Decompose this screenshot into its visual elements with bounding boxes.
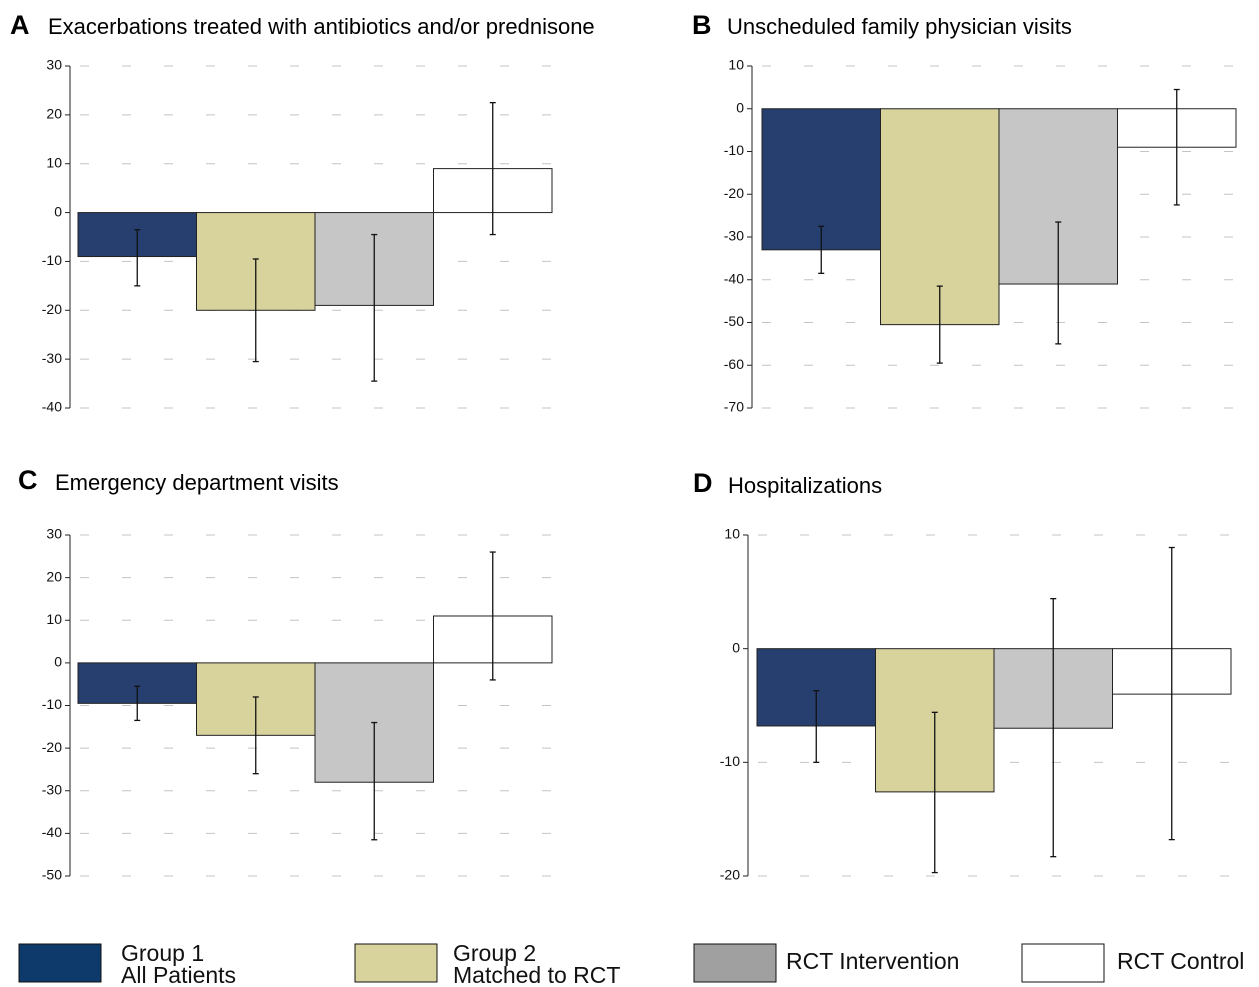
legend-swatch-rct-control — [1021, 943, 1105, 983]
error-bar-c-3 — [371, 721, 378, 841]
legend-swatch-group2 — [354, 943, 438, 983]
y-tick-label: -10 — [724, 142, 744, 158]
chart-panel-c: C Emergency department visits 30 20 10 0 -10 -2… — [18, 465, 553, 883]
legend-item-group2: Group 2 Matched to RCT — [354, 940, 620, 987]
error-bar-d-4 — [1168, 546, 1175, 841]
legend-item-group1: Group 1 All Patients — [18, 940, 236, 987]
error-bar-c-1 — [134, 685, 141, 722]
chart-panel-a: A Exacerbations treated with antibiotics … — [10, 10, 595, 415]
y-tick-label: -20 — [724, 185, 744, 201]
legend-swatch-rct-intervention — [693, 943, 777, 983]
error-bar-d-1 — [813, 690, 820, 763]
y-tick-label: 30 — [46, 57, 62, 73]
y-tick-label: -10 — [720, 753, 740, 769]
legend-label-group2-line2: Matched to RCT — [453, 962, 620, 987]
error-bar-b-4 — [1173, 88, 1180, 206]
y-tick-label: 30 — [46, 526, 62, 542]
y-tick-label: 0 — [54, 203, 62, 219]
y-tick-label: -40 — [724, 270, 744, 286]
y-tick-label: -50 — [724, 313, 744, 329]
y-tick-label: 0 — [732, 639, 740, 655]
legend-label-group2-line1: Group 2 — [453, 940, 536, 966]
panel-title-d: Hospitalizations — [728, 473, 882, 498]
y-tick-label: 20 — [46, 568, 62, 584]
y-tick-label: -10 — [42, 252, 62, 268]
chart-panels: A Exacerbations treated with antibiotics … — [10, 10, 1237, 883]
y-tick-label: -30 — [42, 781, 62, 797]
legend-label-rct-control: RCT Control — [1117, 948, 1244, 974]
error-bar-c-2 — [252, 696, 259, 775]
y-tick-label: -10 — [42, 696, 62, 712]
legend-item-rct-control: RCT Control — [1021, 943, 1244, 983]
y-tick-label: -60 — [724, 356, 744, 372]
legend-label-group1-line1: Group 1 — [121, 940, 204, 966]
y-tick-label: -70 — [724, 399, 744, 415]
y-tick-label: -30 — [724, 228, 744, 244]
panel-title-c: Emergency department visits — [55, 470, 339, 495]
y-tick-label: 10 — [46, 611, 62, 627]
y-tick-label: 10 — [724, 526, 740, 542]
legend-label-rct-intervention: RCT Intervention — [786, 948, 959, 974]
panel-letter-c: C — [18, 465, 38, 495]
chart-panel-b: B Unscheduled family physician visits 10 0 -… — [692, 10, 1237, 415]
legend: Group 1 All Patients Group 2 Matched to … — [18, 940, 1244, 987]
error-bar-a-4 — [489, 101, 496, 236]
y-tick-label: -30 — [42, 350, 62, 366]
error-bar-d-2 — [931, 711, 938, 874]
error-bar-d-3 — [1050, 598, 1057, 858]
y-tick-label: 10 — [728, 57, 744, 73]
y-tick-label: -50 — [42, 867, 62, 883]
y-tick-label: -40 — [42, 824, 62, 840]
error-bar-a-3 — [371, 233, 378, 382]
y-tick-label: 0 — [54, 654, 62, 670]
panel-letter-d: D — [693, 468, 713, 498]
panel-letter-b: B — [692, 10, 712, 40]
y-tick-label: 10 — [46, 154, 62, 170]
error-bar-b-1 — [818, 225, 825, 274]
panel-letter-a: A — [10, 10, 30, 40]
y-tick-label: -40 — [42, 399, 62, 415]
y-tick-label: -20 — [720, 867, 740, 883]
panel-title-b: Unscheduled family physician visits — [727, 14, 1072, 39]
legend-swatch-group1 — [18, 943, 102, 983]
panel-title-a: Exacerbations treated with antibiotics a… — [48, 14, 595, 39]
y-tick-label: 20 — [46, 106, 62, 122]
error-bar-c-4 — [489, 551, 496, 681]
y-tick-label: -20 — [42, 301, 62, 317]
chart-panel-d: D Hospitalizations 10 0 -10 -20 — [693, 468, 1232, 883]
error-bar-b-2 — [936, 285, 943, 364]
error-bar-a-1 — [134, 229, 141, 287]
y-tick-label: -20 — [42, 739, 62, 755]
y-tick-label: 0 — [736, 99, 744, 115]
error-bar-a-2 — [252, 258, 259, 363]
error-bar-b-3 — [1055, 221, 1062, 345]
legend-label-group1-line2: All Patients — [121, 962, 236, 987]
legend-item-rct-intervention: RCT Intervention — [693, 943, 959, 983]
